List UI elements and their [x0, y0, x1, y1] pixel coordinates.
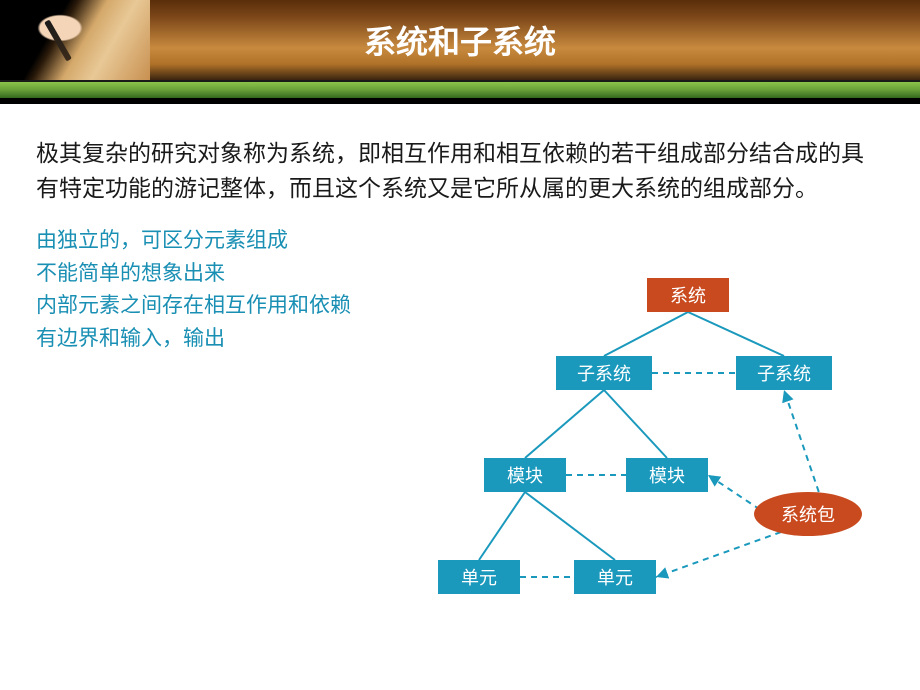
diagram-node-sub2: 子系统 — [736, 356, 832, 390]
system-tree-diagram: 系统子系统 子系统模块 模块单元 单元 系统包 — [380, 260, 910, 680]
diagram-node-root: 系统 — [647, 278, 729, 312]
body-paragraph: 极其复杂的研究对象称为系统，即相互作用和相互依赖的若干组成部分结合成的具有特定功… — [36, 136, 884, 205]
slide-header: 系统和子系统 — [0, 0, 920, 104]
slide-title: 系统和子系统 — [0, 0, 920, 80]
diagram-node-mod1: 模块 — [484, 458, 566, 492]
diagram-node-unit1: 单元 — [438, 560, 520, 594]
diagram-node-unit2: 单元 — [574, 560, 656, 594]
bullet-item: 由独立的，可区分元素组成 — [36, 225, 884, 258]
header-green-bar — [0, 80, 920, 98]
diagram-node-mod2: 模块 — [626, 458, 708, 492]
diagram-node-sub1: 子系统 — [556, 356, 652, 390]
header-black-bar — [0, 98, 920, 104]
diagram-node-pkg: 系统包 — [754, 492, 862, 536]
